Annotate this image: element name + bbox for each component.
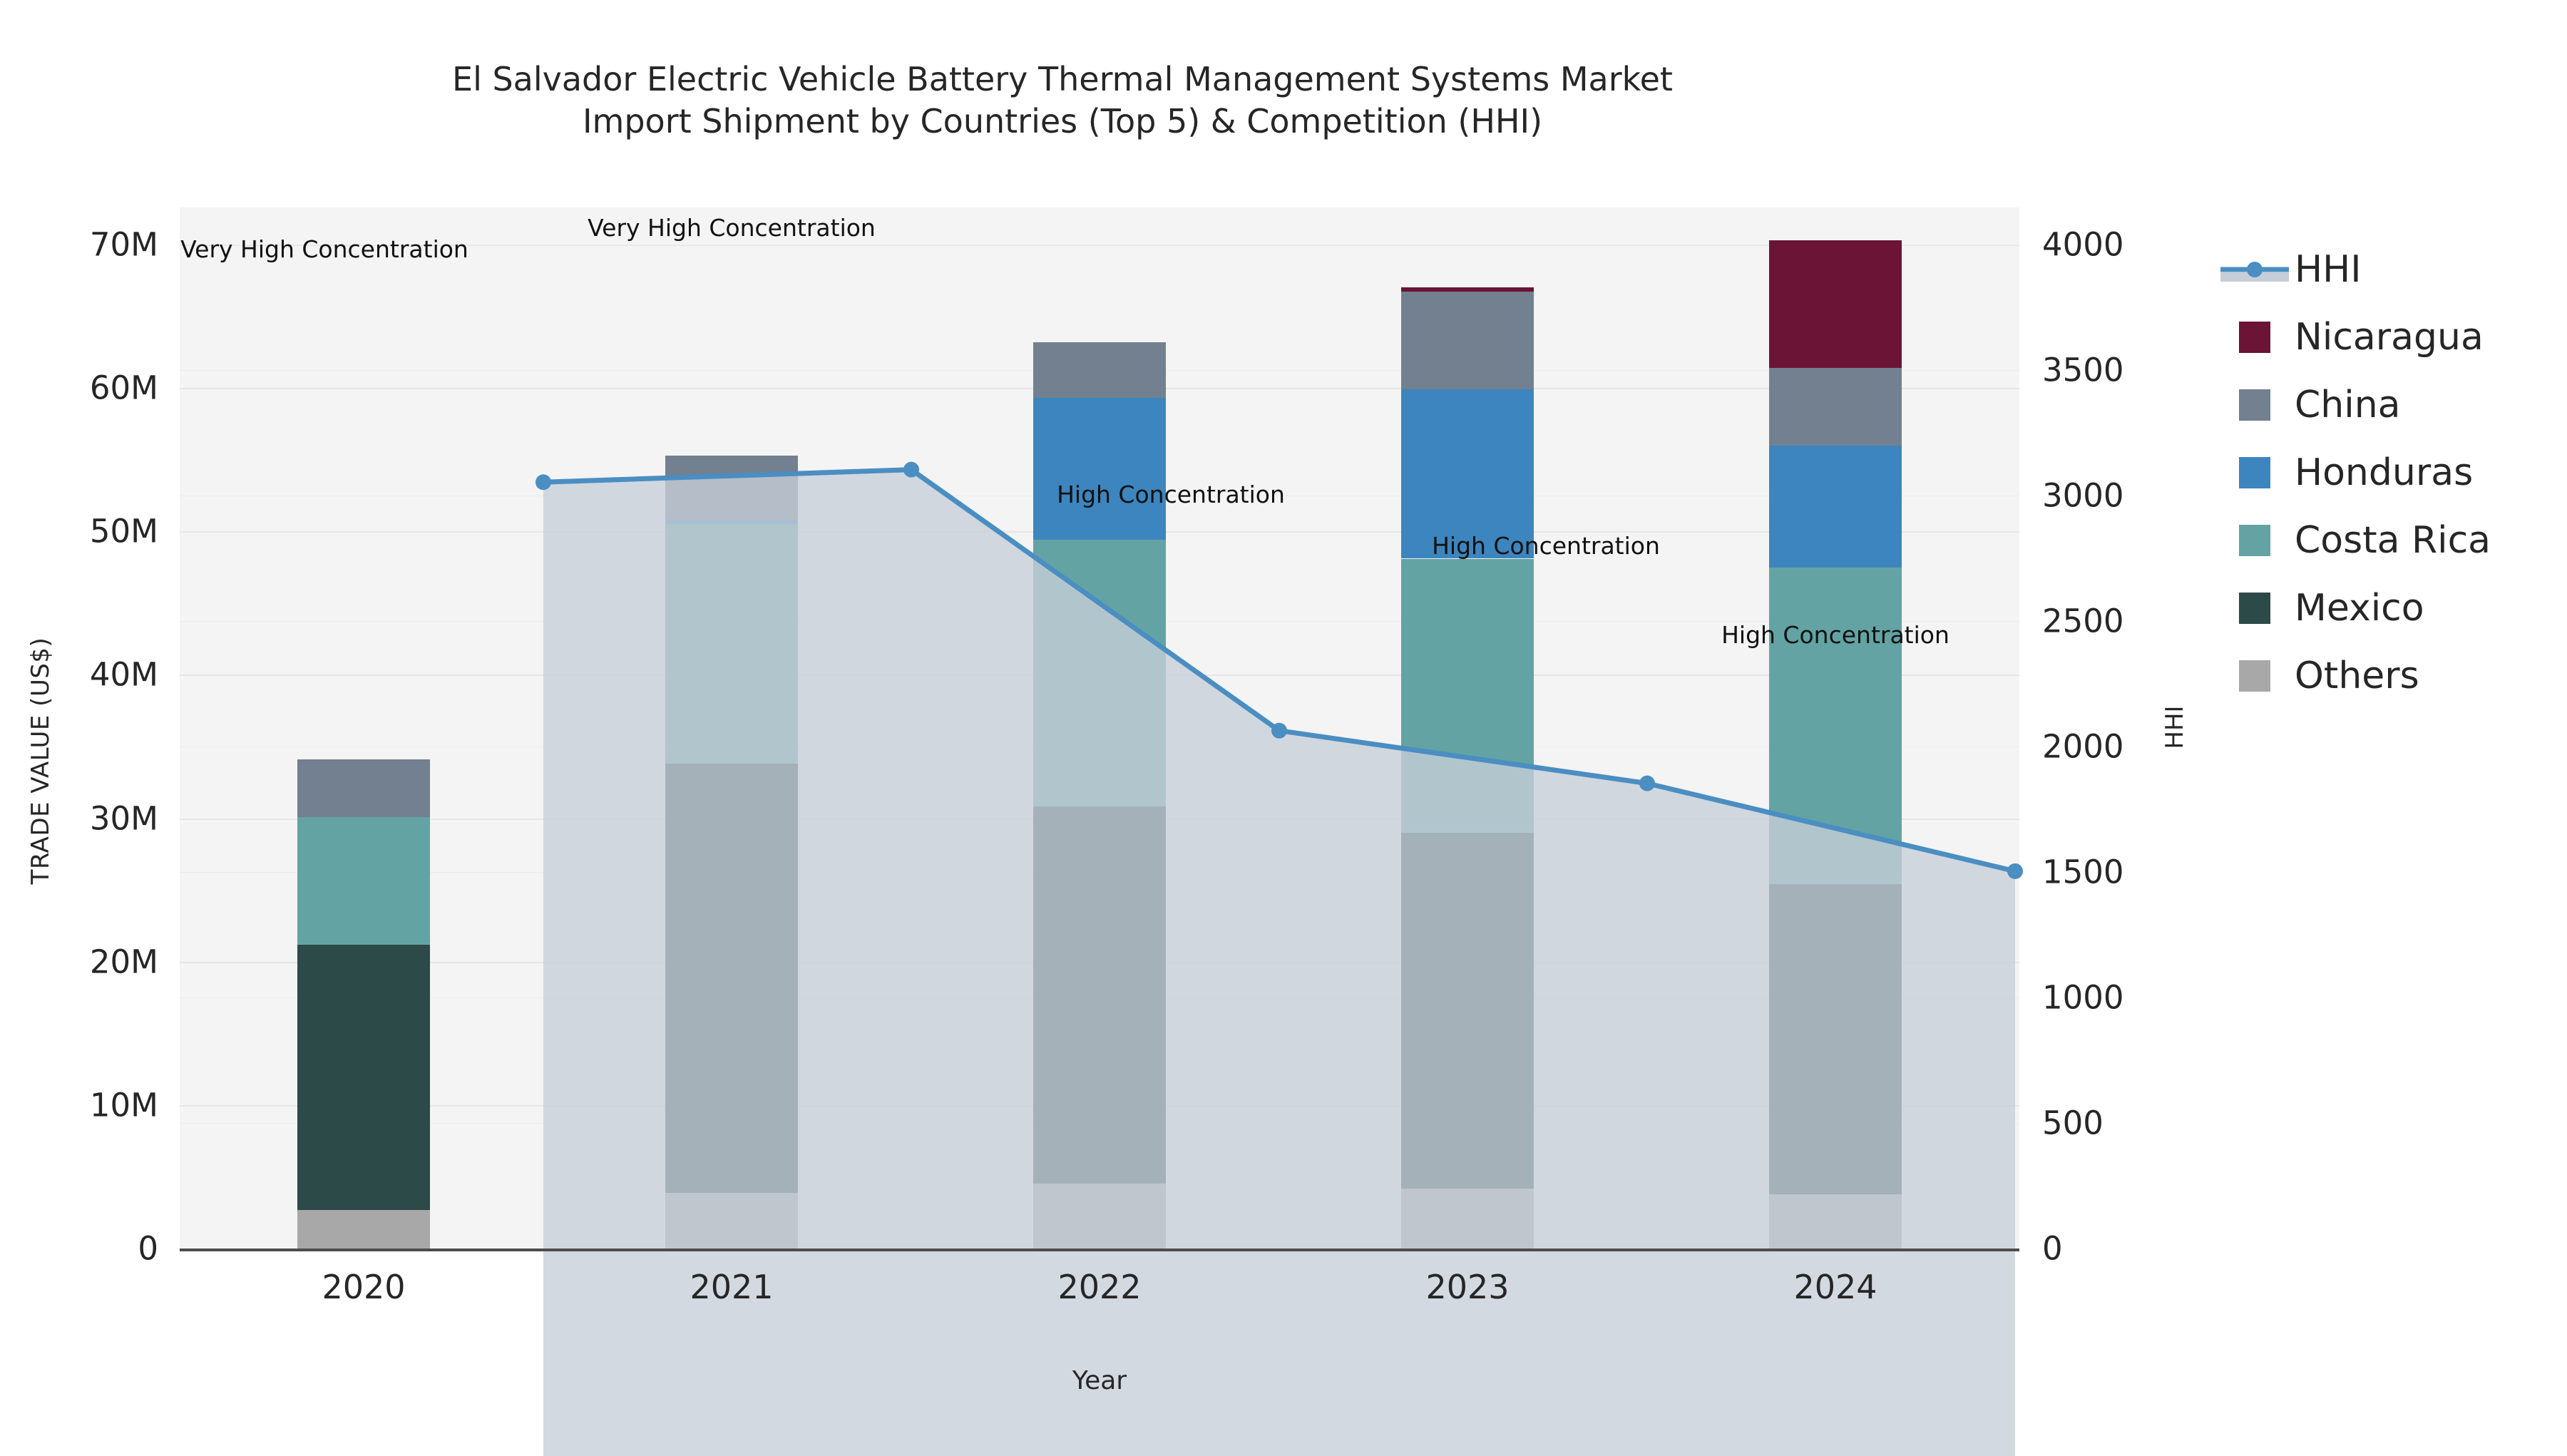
bar-segment[interactable] bbox=[1769, 240, 1902, 368]
page-title: El Salvador Electric Vehicle Battery The… bbox=[452, 60, 1673, 140]
bar-segment[interactable] bbox=[297, 759, 430, 817]
legend-item-label: Mexico bbox=[2295, 586, 2424, 630]
x-axis-tick: 2024 bbox=[1793, 1268, 1877, 1306]
legend-swatch-icon bbox=[2239, 592, 2270, 624]
legend-item-hhi[interactable]: HHI bbox=[2220, 235, 2567, 303]
y-axis-right-tick: 3000 bbox=[2042, 476, 2124, 515]
y-axis-left-title: TRADE VALUE (US$) bbox=[26, 637, 55, 885]
bar-segment[interactable] bbox=[1401, 558, 1534, 833]
legend-item-mexico[interactable]: Mexico bbox=[2239, 574, 2567, 642]
bar-segment[interactable] bbox=[1401, 287, 1534, 292]
bar-segment[interactable] bbox=[1769, 884, 1902, 1194]
bar-segment[interactable] bbox=[665, 764, 798, 1193]
bar-segment[interactable] bbox=[1769, 367, 1902, 446]
bar-segment[interactable] bbox=[297, 944, 430, 1210]
bar-group[interactable] bbox=[1033, 207, 1166, 1249]
bar-segment[interactable] bbox=[1033, 806, 1166, 1184]
hhi-marker[interactable] bbox=[1639, 775, 1655, 791]
hhi-annotation: Very High Concentration bbox=[588, 213, 876, 242]
hhi-marker[interactable] bbox=[536, 474, 551, 491]
y-axis-right-tick: 1000 bbox=[2042, 978, 2124, 1017]
bar-segment[interactable] bbox=[1033, 540, 1166, 807]
bar-segment[interactable] bbox=[1401, 832, 1534, 1189]
bar-segment[interactable] bbox=[1769, 445, 1902, 568]
bar-segment[interactable] bbox=[665, 520, 798, 525]
legend-swatch-icon bbox=[2239, 456, 2270, 488]
legend-swatch-icon bbox=[2239, 660, 2270, 692]
bar-segment[interactable] bbox=[1033, 1184, 1166, 1249]
bar-segment[interactable] bbox=[1401, 1188, 1534, 1249]
legend-item-label: Honduras bbox=[2295, 451, 2474, 494]
y-axis-left-tick: 60M bbox=[89, 369, 158, 407]
hhi-annotation: Very High Concentration bbox=[180, 235, 468, 264]
legend-item-china[interactable]: China bbox=[2239, 371, 2567, 439]
y-axis-right-tick: 2000 bbox=[2042, 727, 2124, 766]
y-axis-right-tick: 4000 bbox=[2042, 225, 2124, 264]
bar-segment[interactable] bbox=[297, 1209, 430, 1249]
legend-item-honduras[interactable]: Honduras bbox=[2239, 439, 2567, 506]
legend-item-label: HHI bbox=[2295, 247, 2362, 291]
legend-item-nicaragua[interactable]: Nicaragua bbox=[2239, 303, 2567, 371]
bar-segment[interactable] bbox=[665, 1192, 798, 1249]
x-axis-line bbox=[180, 1249, 2019, 1251]
y-axis-right-tick: 3500 bbox=[2042, 351, 2124, 389]
legend-item-label: Costa Rica bbox=[2295, 518, 2491, 562]
legend-swatch-icon bbox=[2239, 524, 2270, 556]
bar-segment[interactable] bbox=[665, 524, 798, 764]
y-axis-right-tick: 500 bbox=[2042, 1104, 2104, 1142]
bar-segment[interactable] bbox=[1401, 292, 1534, 390]
y-axis-left-tick: 70M bbox=[89, 225, 158, 264]
y-axis-left-ticks: 0 10M 20M 30M 40M 50M 60M 70M bbox=[0, 0, 180, 1444]
hhi-annotation: High Concentration bbox=[1721, 620, 1949, 649]
bar-segment[interactable] bbox=[1033, 342, 1166, 399]
legend-item-label: Others bbox=[2295, 654, 2419, 697]
legend-swatch-icon bbox=[2239, 389, 2270, 421]
legend-item-label: China bbox=[2295, 383, 2401, 426]
x-axis-ticks: 2020 2021 2022 2023 2024 bbox=[180, 1268, 2019, 1318]
bar-group[interactable] bbox=[665, 207, 798, 1249]
bar-group[interactable] bbox=[297, 207, 430, 1249]
bar-group[interactable] bbox=[1401, 207, 1534, 1249]
bar-segment[interactable] bbox=[665, 455, 798, 521]
hhi-line-icon bbox=[2220, 254, 2289, 285]
legend-item-costa-rica[interactable]: Costa Rica bbox=[2239, 506, 2567, 574]
y-axis-left-tick: 30M bbox=[89, 799, 158, 838]
y-axis-right-tick: 1500 bbox=[2042, 853, 2124, 891]
y-axis-left-tick: 10M bbox=[89, 1086, 158, 1124]
plot-area bbox=[180, 207, 2023, 1456]
y-axis-right-ticks: 0 500 1000 1500 2000 2500 3000 3500 4000 bbox=[2019, 0, 2233, 1444]
hhi-marker[interactable] bbox=[1271, 722, 1287, 739]
bar-segment[interactable] bbox=[297, 816, 430, 945]
legend-swatch-icon bbox=[2239, 321, 2270, 353]
legend: HHI Nicaragua China Honduras Costa Rica Mexic… bbox=[2220, 235, 2567, 709]
hhi-annotation: High Concentration bbox=[1432, 531, 1660, 560]
hhi-annotation: High Concentration bbox=[1057, 480, 1285, 508]
y-axis-left-tick: 50M bbox=[89, 512, 158, 550]
x-axis-tick: 2021 bbox=[690, 1268, 774, 1306]
bar-segment[interactable] bbox=[1033, 398, 1166, 540]
bar-segment[interactable] bbox=[1769, 567, 1902, 885]
y-axis-left-tick: 20M bbox=[89, 943, 158, 981]
hhi-marker[interactable] bbox=[903, 461, 919, 478]
legend-item-label: Nicaragua bbox=[2295, 315, 2484, 359]
y-axis-left-tick: 40M bbox=[89, 655, 158, 694]
y-axis-right-tick: 0 bbox=[2042, 1229, 2063, 1268]
x-axis-title: Year bbox=[1072, 1366, 1127, 1395]
x-axis-tick: 2023 bbox=[1425, 1268, 1510, 1306]
gridline-major bbox=[180, 245, 2019, 246]
bar-group[interactable] bbox=[1769, 207, 1902, 1249]
bar-segment[interactable] bbox=[1769, 1194, 1902, 1249]
y-axis-right-title: HHI bbox=[2161, 705, 2189, 749]
x-axis-tick: 2022 bbox=[1057, 1268, 1142, 1306]
legend-item-others[interactable]: Others bbox=[2239, 642, 2567, 709]
y-axis-right-tick: 2500 bbox=[2042, 602, 2124, 640]
y-axis-left-tick: 0 bbox=[138, 1229, 158, 1268]
x-axis-tick: 2020 bbox=[322, 1268, 406, 1306]
